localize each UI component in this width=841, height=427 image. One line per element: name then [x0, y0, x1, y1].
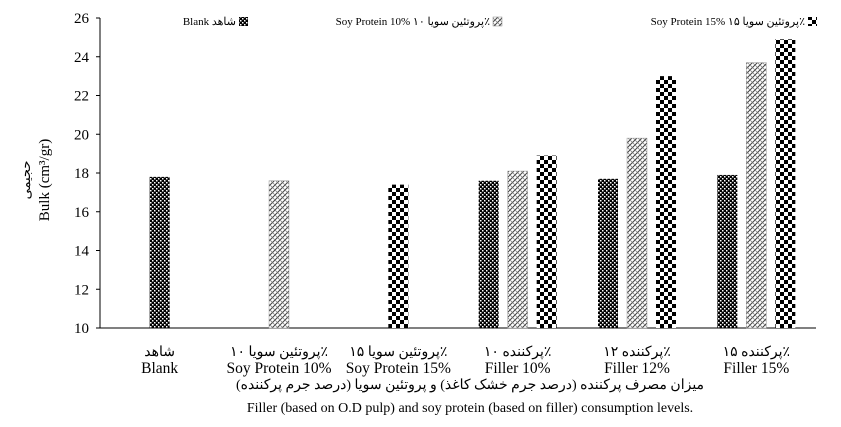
- bar-soy-protein-15-cat-4: [536, 155, 557, 328]
- x-category-label-fa: پروتئین سویا ۱۵٪: [349, 345, 447, 360]
- x-axis-label: Filler (based on O.D pulp) and soy prote…: [247, 401, 693, 416]
- legend-label-blank: Blank شاهد: [183, 16, 236, 28]
- legend-swatch-soy10: [492, 16, 503, 27]
- bar-blank-cat-4: [478, 180, 499, 328]
- x-category-label: Soy Protein 10%: [226, 360, 331, 377]
- y-axis-label-fa: حجیمی: [18, 161, 33, 200]
- x-category-label: Soy Protein 15%: [346, 360, 451, 377]
- bar-soy-protein-10-cat-6: [746, 62, 767, 329]
- y-tick-label: 20: [74, 127, 89, 143]
- bar-blank-cat-1: [149, 176, 170, 328]
- legend-swatch-blank: [239, 17, 248, 26]
- x-category-label: Filler 15%: [723, 360, 789, 377]
- bar-soy-protein-10-cat-4: [507, 170, 528, 329]
- y-tick-label: 10: [74, 321, 89, 337]
- x-category-label: Blank: [141, 360, 178, 377]
- x-category-label: Filler 12%: [604, 360, 670, 377]
- bar-soy-protein-15-cat-3: [388, 184, 409, 328]
- y-tick-label: 12: [74, 282, 89, 298]
- x-category-label-fa: پرکننده ۱۵٪: [723, 345, 791, 360]
- y-tick-label: 18: [74, 166, 89, 182]
- x-category-label-fa: شاهد: [144, 345, 175, 360]
- bar-soy-protein-15-cat-5: [656, 76, 676, 328]
- bar-soy-protein-10-cat-2: [268, 180, 290, 329]
- y-tick-label: 16: [74, 205, 90, 221]
- x-category-label: Filler 10%: [485, 360, 551, 377]
- y-tick-label: 26: [74, 11, 90, 27]
- y-tick-label: 24: [74, 50, 90, 66]
- x-category-label-fa: پرکننده ۱۰٪: [484, 345, 552, 360]
- y-axis-label: Bulk (cm³/gr): [37, 139, 53, 221]
- bar-blank-cat-6: [717, 174, 738, 328]
- x-axis-label-fa: میزان مصرف پرکننده (درصد جرم خشک کاغذ) و…: [236, 378, 704, 393]
- y-tick-label: 22: [74, 89, 89, 105]
- bar-soy-protein-10-cat-5: [626, 137, 648, 329]
- bar-soy-protein-15-cat-6: [775, 39, 796, 328]
- x-category-label-fa: پرکننده ۱۲٪: [603, 345, 671, 360]
- legend-swatch-soy15: [808, 17, 817, 26]
- y-tick-label: 14: [74, 244, 90, 260]
- legend: Blank شاهد Soy Protein 10% پروتئین سویا …: [183, 16, 817, 28]
- legend-label-soy15: Soy Protein 15% پروتئین سویا ۱۵٪: [651, 16, 805, 28]
- bar-blank-cat-5: [598, 178, 618, 328]
- x-category-label-fa: پروتئین سویا ۱۰٪: [230, 345, 328, 360]
- legend-label-soy10: Soy Protein 10% پروتئین سویا ۱۰٪: [336, 16, 490, 28]
